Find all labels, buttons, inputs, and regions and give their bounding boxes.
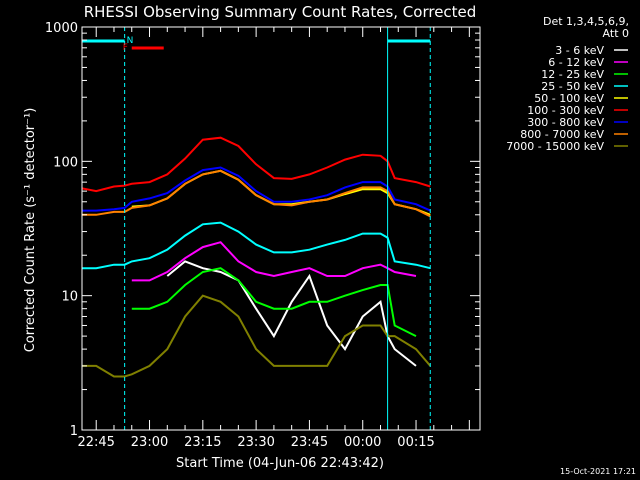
legend-label-6: 100 - 300 keV (527, 104, 604, 117)
legend-header-1: Det 1,3,4,5,6,9, (543, 15, 629, 28)
series-line-1 (166, 260, 417, 367)
x-tick-label-2: 23:00 (131, 435, 168, 450)
flag-label-n: N (127, 36, 134, 46)
plot-area: NF (82, 27, 432, 430)
y-tick-label-3: 100 (53, 155, 78, 170)
series-line-9 (82, 294, 432, 378)
y-tick-label-1: 1 (70, 424, 78, 439)
series-line-6 (82, 136, 431, 193)
legend-label-4: 25 - 50 keV (541, 80, 604, 93)
chart-title: RHESSI Observing Summary Count Rates, Co… (84, 3, 477, 21)
series-line-2 (131, 241, 417, 282)
x-tick-label-4: 23:30 (237, 435, 274, 450)
plot-frame (81, 26, 481, 431)
series-line-5 (131, 169, 431, 216)
axes: 1 10 100 1000 22:45 23:00 23:15 23:30 23:45 00:00… (45, 21, 481, 450)
x-tick-label-1: 22:45 (77, 435, 114, 450)
legend-label-1: 3 - 6 keV (555, 44, 604, 57)
legend-label-5: 50 - 100 keV (534, 92, 604, 105)
legend-label-2: 6 - 12 keV (548, 56, 604, 69)
x-tick-label-5: 23:45 (291, 435, 328, 450)
y-tick-label-4: 1000 (45, 21, 78, 36)
series-line-4 (82, 221, 431, 270)
series-line-8 (82, 169, 431, 218)
series-line-3 (131, 267, 417, 337)
x-tick-label-6: 00:00 (344, 435, 381, 450)
flag-label-f: F (123, 43, 128, 53)
x-axis-label: Start Time (04-Jun-06 22:43:42) (176, 456, 384, 471)
legend-label-7: 300 - 800 keV (527, 116, 604, 129)
x-tick-label-7: 00:15 (397, 435, 434, 450)
y-tick-label-2: 10 (61, 290, 78, 305)
legend-header-2: Att 0 (603, 27, 629, 40)
legend-label-8: 800 - 7000 keV (520, 128, 604, 141)
legend-label-3: 12 - 25 keV (541, 68, 604, 81)
x-tick-label-3: 23:15 (184, 435, 221, 450)
series-line-7 (82, 166, 431, 212)
y-axis-label: Corrected Count Rate (s⁻¹ detector⁻¹) (23, 108, 38, 353)
legend-label-9: 7000 - 15000 keV (506, 140, 604, 153)
footer-timestamp: 15-Oct-2021 17:21 (560, 467, 636, 476)
